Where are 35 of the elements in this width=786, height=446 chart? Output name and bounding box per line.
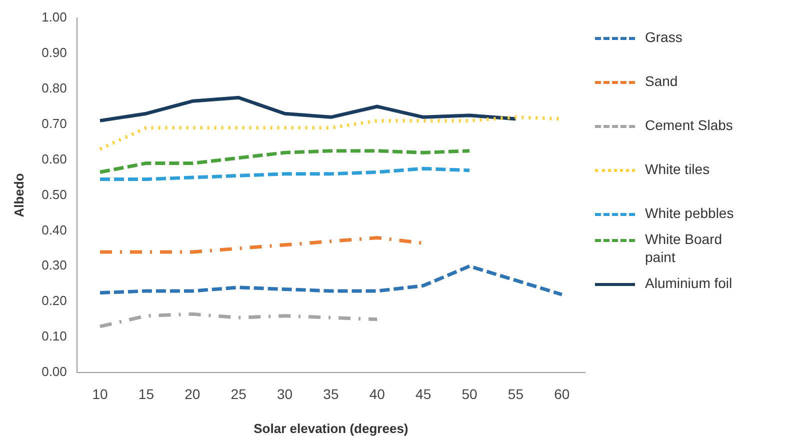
x-tick-label: 35 — [323, 386, 339, 402]
y-tick-label: 0.30 — [42, 258, 67, 273]
line-series — [98, 312, 379, 328]
y-tick-label: 0.50 — [42, 186, 67, 202]
line-series — [98, 149, 472, 174]
y-axis-title: Albedo — [11, 173, 26, 218]
legend-label: Sand — [645, 72, 679, 90]
legend-label: White tiles — [645, 160, 711, 178]
x-tick-label: 55 — [508, 386, 524, 402]
x-tick-label: 10 — [92, 386, 108, 402]
y-tick-label: 0.70 — [42, 116, 67, 131]
y-tick-label: 0.00 — [42, 364, 67, 380]
legend-label: Grass — [645, 28, 684, 46]
legend-label: White pebbles — [645, 204, 735, 222]
line-series — [98, 264, 564, 296]
legend-label: White Board paint — [645, 230, 724, 266]
x-tick-label: 50 — [462, 386, 478, 402]
y-tick-label: 0.20 — [42, 293, 67, 308]
x-tick-label: 60 — [554, 386, 570, 402]
x-tick-label: 40 — [369, 386, 386, 402]
line-series — [98, 166, 472, 181]
x-axis-title: Solar elevation (degrees) — [254, 420, 408, 436]
y-tick-label: 0.10 — [42, 328, 67, 344]
x-tick-label: 25 — [230, 386, 247, 402]
y-tick-label: 1.00 — [42, 9, 67, 24]
legend-label: Aluminium foil — [645, 274, 734, 292]
y-tick-label: 0.80 — [42, 80, 67, 96]
x-tick-label: 15 — [138, 386, 154, 402]
y-tick-label: 0.40 — [42, 222, 67, 238]
x-tick-label: 30 — [276, 386, 293, 402]
x-tick-label: 45 — [416, 386, 432, 402]
x-tick-label: 20 — [184, 386, 200, 402]
legend-label: Cement Slabs — [645, 116, 734, 134]
y-tick-label: 0.60 — [42, 151, 67, 166]
y-tick-label: 0.90 — [42, 44, 67, 60]
